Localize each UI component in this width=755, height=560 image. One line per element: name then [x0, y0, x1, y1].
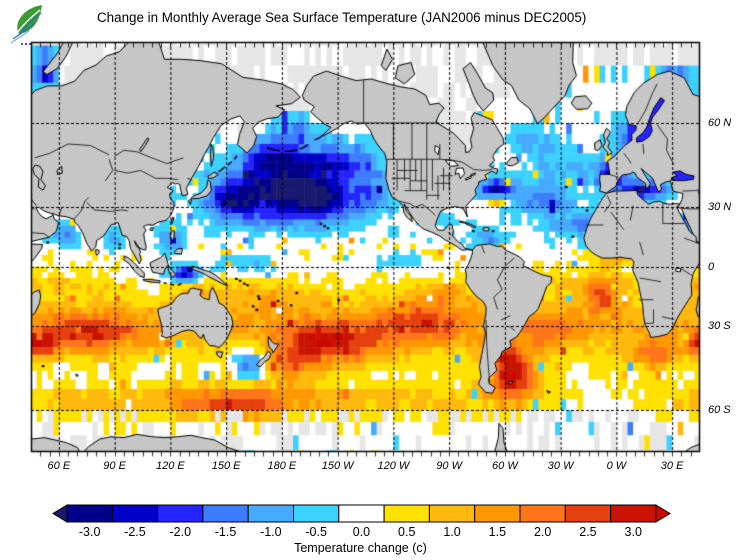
- colorbar-tick-label: -0.5: [305, 525, 327, 539]
- colorbar-tick-label: -1.0: [260, 525, 282, 539]
- colorbar-tick-label: -2.0: [169, 525, 192, 539]
- lon-axis-label: 180 E: [267, 460, 297, 472]
- colorbar-tick-label: 3.0: [624, 525, 642, 539]
- lon-axis-label: 120 E: [156, 460, 185, 472]
- lon-axis-label: 150 W: [321, 460, 354, 472]
- lat-axis-label: 60 N: [708, 116, 732, 129]
- lat-axis-label: 60 S: [708, 404, 731, 417]
- lon-axis-label: 30 E: [660, 460, 684, 472]
- colorbar-tick-label: 1.5: [488, 525, 507, 539]
- colorbar: [52, 504, 671, 523]
- lat-axis-label: 0: [708, 260, 715, 273]
- lon-axis-label: 120 W: [377, 460, 410, 472]
- colorbar-tick-label: -3.0: [78, 525, 101, 539]
- lon-axis-label: 150 E: [211, 460, 241, 472]
- lon-axis-label: 30 W: [547, 460, 574, 472]
- lat-axis-label: 30 N: [708, 200, 732, 213]
- colorbar-tick-label: -1.5: [214, 525, 237, 539]
- colorbar-title: Temperature change (c): [294, 541, 427, 555]
- colorbar-tick-label: 2.0: [533, 525, 552, 539]
- lon-axis-label: 90 W: [436, 460, 462, 472]
- colorbar-tick-label: 0.5: [398, 525, 416, 539]
- lat-axis-label: 30 S: [708, 320, 731, 333]
- colorbar-tick-label: 0.0: [352, 525, 371, 539]
- lon-axis-label: 0 W: [606, 460, 627, 472]
- lon-axis-label: 60 W: [492, 460, 518, 472]
- lon-axis-label: 90 E: [103, 460, 126, 472]
- colorbar-tick-label: 1.0: [443, 525, 461, 539]
- colorbar-tick-label: 2.5: [579, 525, 597, 539]
- colorbar-tick-label: -2.5: [124, 525, 146, 539]
- lon-axis-label: 60 E: [47, 460, 71, 472]
